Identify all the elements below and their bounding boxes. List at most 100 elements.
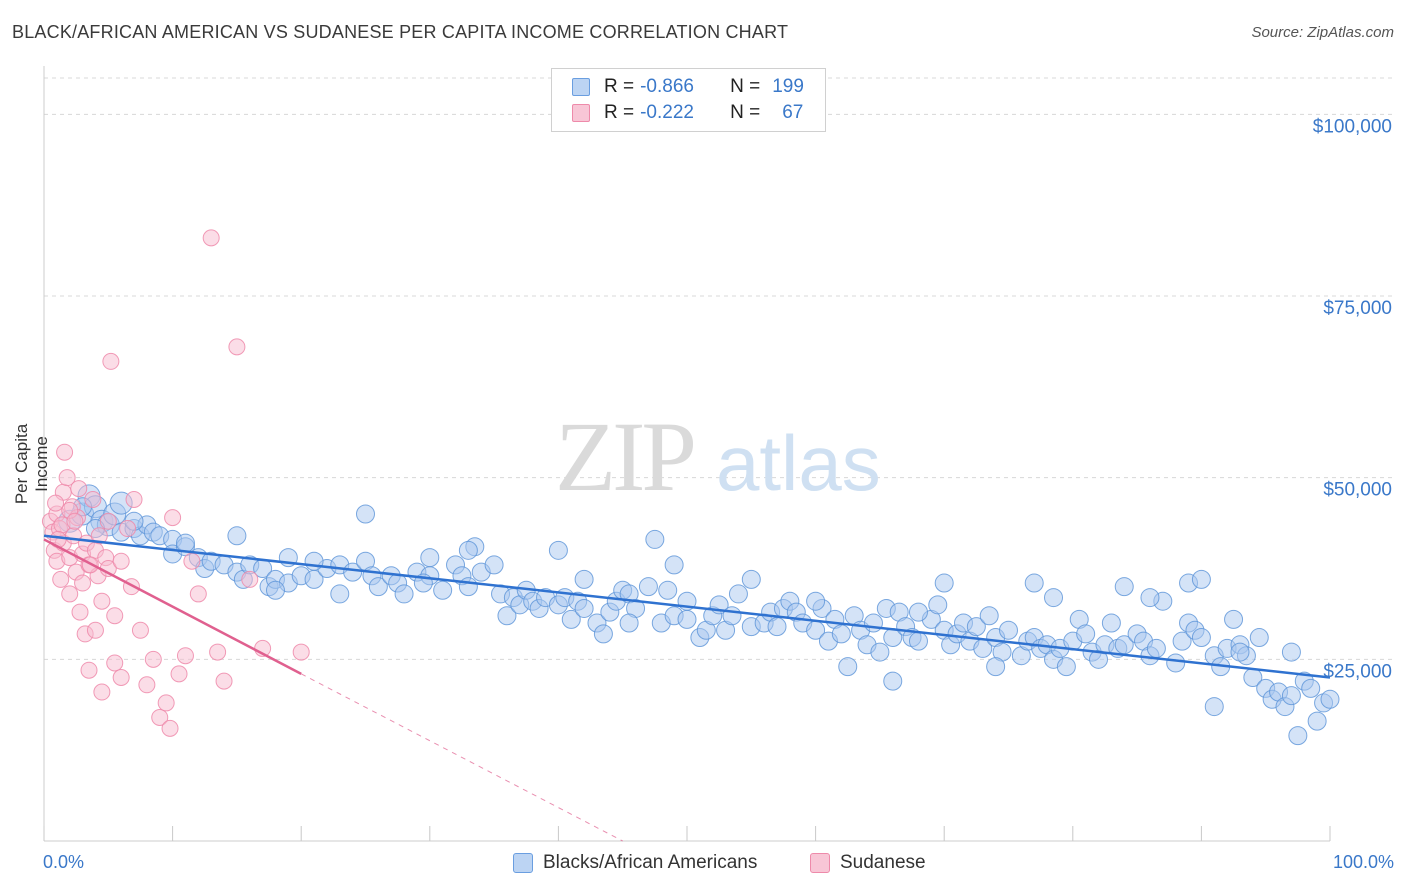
data-point-sudanese — [86, 621, 104, 639]
data-point-blacks — [658, 580, 678, 600]
data-point-blacks — [999, 620, 1018, 640]
watermark-zip: ZIP — [555, 401, 693, 512]
data-point-blacks — [330, 584, 350, 604]
data-point-sudanese — [47, 494, 65, 512]
legend-r-label: R = — [604, 102, 635, 123]
data-point-blacks — [574, 598, 594, 618]
legend-item-sudanese: Sudanese — [810, 852, 926, 874]
data-point-blacks — [870, 642, 890, 662]
data-point-blacks — [831, 624, 851, 644]
data-point-blacks — [638, 577, 658, 597]
data-point-blacks — [1307, 711, 1327, 731]
data-point-blacks — [741, 569, 761, 589]
data-point-blacks — [908, 602, 928, 622]
legend-item-blacks: Blacks/African Americans — [513, 852, 757, 874]
data-point-blacks — [722, 606, 742, 626]
data-point-blacks — [908, 631, 928, 651]
data-point-blacks — [548, 540, 568, 560]
data-point-blacks — [1101, 613, 1121, 633]
legend-item-label: Sudanese — [840, 852, 926, 873]
data-point-sudanese — [161, 719, 179, 737]
data-point-blacks — [1044, 588, 1064, 608]
data-point-blacks — [1320, 689, 1340, 709]
data-point-blacks — [863, 613, 883, 633]
data-point-sudanese — [61, 585, 79, 603]
data-point-blacks — [838, 657, 858, 677]
data-point-blacks — [484, 555, 504, 575]
data-point-blacks — [677, 609, 697, 629]
x-max-label: 100.0% — [1332, 852, 1394, 872]
y-tick-labels: $25,000 $50,000 $75,000 $100,000 — [1313, 116, 1392, 682]
data-point-blacks — [433, 580, 453, 600]
data-point-sudanese — [112, 552, 130, 570]
data-point-sudanese — [170, 665, 188, 683]
data-point-blacks — [175, 533, 195, 553]
data-point-blacks — [1224, 609, 1244, 629]
data-point-blacks — [1146, 638, 1166, 658]
legend-n-value: 199 — [772, 76, 804, 97]
trend-line-blacks — [43, 534, 1331, 679]
chart-title: BLACK/AFRICAN AMERICAN VS SUDANESE PER C… — [12, 22, 789, 42]
y-tick-label: $100,000 — [1313, 116, 1392, 137]
data-point-blacks — [497, 606, 517, 626]
data-point-sudanese — [228, 338, 246, 356]
legend-item-label: Blacks/African Americans — [543, 852, 758, 873]
data-point-blacks — [227, 526, 247, 546]
x-axis — [43, 826, 1331, 841]
data-point-sudanese — [93, 592, 111, 610]
data-point-blacks — [619, 613, 639, 633]
data-point-blacks — [343, 562, 363, 582]
data-point-blacks — [356, 504, 375, 524]
data-point-sudanese — [58, 469, 76, 487]
data-point-blacks — [1024, 573, 1044, 593]
y-tick-label: $75,000 — [1323, 298, 1392, 319]
data-point-sudanese — [106, 607, 124, 625]
legend-r-value: -0.866 — [640, 76, 694, 97]
data-point-sudanese — [99, 512, 117, 530]
data-point-blacks — [1172, 631, 1192, 651]
data-point-blacks — [1140, 588, 1160, 608]
data-point-blacks — [458, 577, 478, 597]
data-point-sudanese — [74, 574, 92, 592]
legend-r-label: R = — [604, 76, 635, 97]
data-point-sudanese — [56, 443, 74, 461]
correlation-legend: R = -0.866 N = 199 R = -0.222 N = 67 — [551, 68, 826, 132]
series-legend: Blacks/African Americans Sudanese — [0, 852, 1406, 878]
data-point-sudanese — [164, 509, 182, 527]
legend-swatch-blue — [572, 78, 590, 96]
data-point-blacks — [883, 671, 903, 691]
series-sudanese-points — [41, 229, 310, 737]
data-point-blacks — [1076, 624, 1096, 644]
trend-lines — [43, 534, 1331, 842]
data-point-blacks — [1288, 726, 1308, 746]
data-point-blacks — [1281, 642, 1301, 662]
data-point-sudanese — [70, 480, 88, 498]
data-point-blacks — [1191, 628, 1211, 648]
data-point-blacks — [593, 624, 613, 644]
data-point-sudanese — [106, 654, 124, 672]
data-point-blacks — [966, 617, 986, 637]
data-point-sudanese — [189, 585, 207, 603]
data-point-sudanese — [157, 694, 175, 712]
data-point-sudanese — [215, 672, 233, 690]
data-point-sudanese — [71, 603, 89, 621]
data-point-blacks — [394, 584, 414, 604]
data-point-blacks — [728, 584, 748, 604]
y-tick-label: $50,000 — [1323, 480, 1392, 501]
trend-line-sudanese-extension — [300, 673, 623, 842]
watermark-atlas: atlas — [716, 419, 881, 507]
legend-n-value: 67 — [782, 102, 804, 123]
data-point-sudanese — [151, 708, 169, 726]
y-tick-label: $25,000 — [1323, 661, 1392, 682]
data-point-blacks — [928, 595, 948, 615]
data-point-blacks — [561, 609, 581, 629]
data-point-blacks — [986, 657, 1006, 677]
data-point-sudanese — [202, 229, 220, 247]
data-point-sudanese — [119, 520, 137, 538]
data-point-sudanese — [80, 661, 98, 679]
data-point-sudanese — [209, 643, 227, 661]
legend-row-sudanese: R = -0.222 N = 67 — [572, 101, 803, 125]
y-axis-label: Per Capita Income — [12, 423, 51, 505]
data-point-blacks — [664, 555, 684, 575]
data-point-blacks — [1230, 642, 1250, 662]
